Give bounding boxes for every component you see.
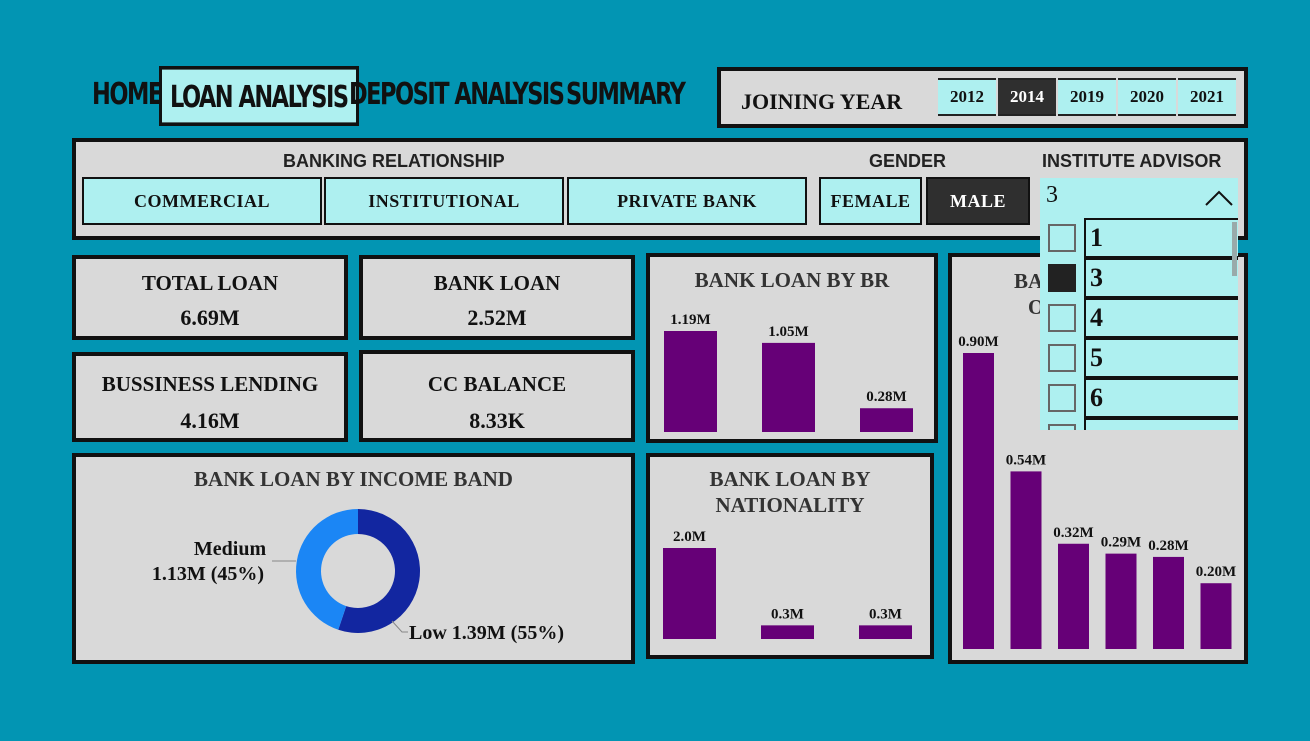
option-label: 3: [1084, 258, 1238, 298]
data-label-5: 0.20M: [1196, 564, 1236, 580]
kpi-value: 6.69M: [180, 305, 240, 330]
bar-5[interactable]: [1200, 583, 1232, 649]
kpi-business-lending: BUSSINESS LENDING 4.16M: [72, 352, 348, 442]
nav-home[interactable]: HOME: [92, 76, 163, 112]
nav-loan-analysis[interactable]: LOAN ANALYSIS: [159, 66, 359, 126]
checkbox[interactable]: [1048, 424, 1076, 430]
kpi-total-loan: TOTAL LOAN 6.69M: [72, 255, 348, 340]
bar-3[interactable]: [1105, 553, 1137, 649]
year-button-2021[interactable]: 2021: [1178, 78, 1236, 116]
joining-year-label: JOINING YEAR: [741, 89, 903, 114]
donut-label-medium-name: Medium: [194, 538, 267, 560]
data-label-0: 2.0M: [673, 529, 706, 545]
year-button-2014[interactable]: 2014: [998, 78, 1056, 116]
bar-0[interactable]: [963, 353, 994, 649]
bar-1[interactable]: [761, 625, 814, 639]
chart-title: BANK LOAN BY BR: [694, 268, 890, 292]
institute-advisor-label: INSTITUTE ADVISOR: [1042, 151, 1222, 171]
chart-bank-loan-by-nationality: BANK LOAN BY NATIONALITY 2.0M 0.3M 0.3M: [646, 453, 934, 659]
chevron-up-icon[interactable]: [1204, 188, 1234, 208]
option-label: 4: [1084, 298, 1238, 338]
donut-label-low: Low 1.39M (55%): [409, 622, 564, 644]
bar-2[interactable]: [1058, 543, 1089, 649]
option-label: 6: [1084, 378, 1238, 418]
leader-line-low: [391, 620, 408, 633]
kpi-title: BUSSINESS LENDING: [101, 372, 319, 396]
advisor-option-1[interactable]: 1: [1040, 218, 1238, 258]
kpi-cc-balance: CC BALANCE 8.33K: [359, 350, 635, 442]
institute-advisor-options: 1 3 4 5 6: [1040, 218, 1238, 430]
data-label-4: 0.28M: [1148, 538, 1188, 554]
data-label-0: 0.90M: [958, 334, 998, 350]
data-label-1: 0.3M: [771, 606, 804, 622]
data-label-2: 0.3M: [869, 606, 902, 622]
bar-1[interactable]: [762, 342, 815, 432]
advisor-option-5[interactable]: 5: [1040, 338, 1238, 378]
kpi-value: 2.52M: [467, 305, 527, 330]
nav-summary[interactable]: SUMMARY: [566, 76, 686, 112]
year-button-2019[interactable]: 2019: [1058, 78, 1116, 116]
chart-bank-loan-by-br: BANK LOAN BY BR 1.19M 1.05M 0.28M: [646, 253, 938, 443]
checkbox[interactable]: [1048, 344, 1076, 372]
checkbox[interactable]: [1048, 304, 1076, 332]
year-button-2012[interactable]: 2012: [938, 78, 996, 116]
dropdown-selected-value: 3: [1046, 182, 1058, 208]
bar-4[interactable]: [1153, 556, 1184, 649]
data-label-2: 0.32M: [1053, 525, 1093, 541]
advisor-option-partial[interactable]: [1040, 418, 1238, 430]
data-label-1: 1.05M: [768, 324, 808, 340]
nav-deposit-analysis[interactable]: DEPOSIT ANALYSIS: [349, 76, 565, 112]
checkbox[interactable]: [1048, 384, 1076, 412]
bar-2[interactable]: [859, 625, 912, 639]
chart-title-line-1: BA: [1014, 269, 1044, 293]
relationship-institutional-button[interactable]: INSTITUTIONAL: [324, 177, 564, 225]
donut-slice-low[interactable]: [338, 509, 420, 633]
kpi-bank-loan: BANK LOAN 2.52M: [359, 255, 635, 340]
chart-title-line-2: NATIONALITY: [715, 493, 865, 517]
year-button-2020[interactable]: 2020: [1118, 78, 1176, 116]
banking-relationship-label: BANKING RELATIONSHIP: [283, 151, 505, 171]
kpi-title: TOTAL LOAN: [141, 271, 279, 295]
data-label-2: 0.28M: [866, 389, 906, 405]
chart-title: BANK LOAN BY INCOME BAND: [194, 467, 513, 491]
dropdown-scrollbar-thumb[interactable]: [1232, 222, 1237, 276]
bar-chart-partial: 0.90M 0.54M 0.32M 0.29M 0.28M 0.20M: [958, 334, 1236, 649]
gender-label: GENDER: [869, 151, 947, 171]
checkbox-checked[interactable]: [1048, 264, 1076, 292]
donut-slice-medium[interactable]: [295, 509, 358, 630]
bar-1[interactable]: [1010, 471, 1042, 649]
kpi-value: 4.16M: [180, 408, 240, 433]
kpi-title: CC BALANCE: [427, 372, 567, 396]
data-label-3: 0.29M: [1101, 535, 1141, 551]
bar-chart-br: 1.19M 1.05M 0.28M: [664, 312, 913, 432]
donut-label-medium-value: 1.13M (45%): [152, 563, 264, 585]
chart-title-line-1: BANK LOAN BY: [709, 467, 871, 491]
institute-advisor-dropdown[interactable]: 3: [1040, 178, 1238, 218]
checkbox[interactable]: [1048, 224, 1076, 252]
donut-chart-income: Low 1.39M (55%) Medium 1.13M (45%): [152, 509, 564, 644]
gender-male-button[interactable]: MALE: [926, 177, 1030, 225]
data-label-0: 1.19M: [670, 312, 710, 328]
option-label: [1084, 418, 1238, 430]
bar-2[interactable]: [860, 408, 913, 432]
advisor-option-4[interactable]: 4: [1040, 298, 1238, 338]
chart-bank-loan-by-income-band: BANK LOAN BY INCOME BAND Low 1.39M (55%)…: [72, 453, 635, 664]
advisor-option-3[interactable]: 3: [1040, 258, 1238, 298]
advisor-option-6[interactable]: 6: [1040, 378, 1238, 418]
option-label: 1: [1084, 218, 1238, 258]
bar-0[interactable]: [663, 548, 716, 639]
option-label: 5: [1084, 338, 1238, 378]
kpi-value: 8.33K: [469, 408, 525, 433]
kpi-title: BANK LOAN: [433, 271, 561, 295]
bar-chart-nationality: 2.0M 0.3M 0.3M: [663, 529, 912, 639]
bar-0[interactable]: [664, 331, 717, 432]
relationship-private-bank-button[interactable]: PRIVATE BANK: [567, 177, 807, 225]
gender-female-button[interactable]: FEMALE: [819, 177, 922, 225]
relationship-commercial-button[interactable]: COMMERCIAL: [82, 177, 322, 225]
data-label-1: 0.54M: [1006, 452, 1046, 468]
